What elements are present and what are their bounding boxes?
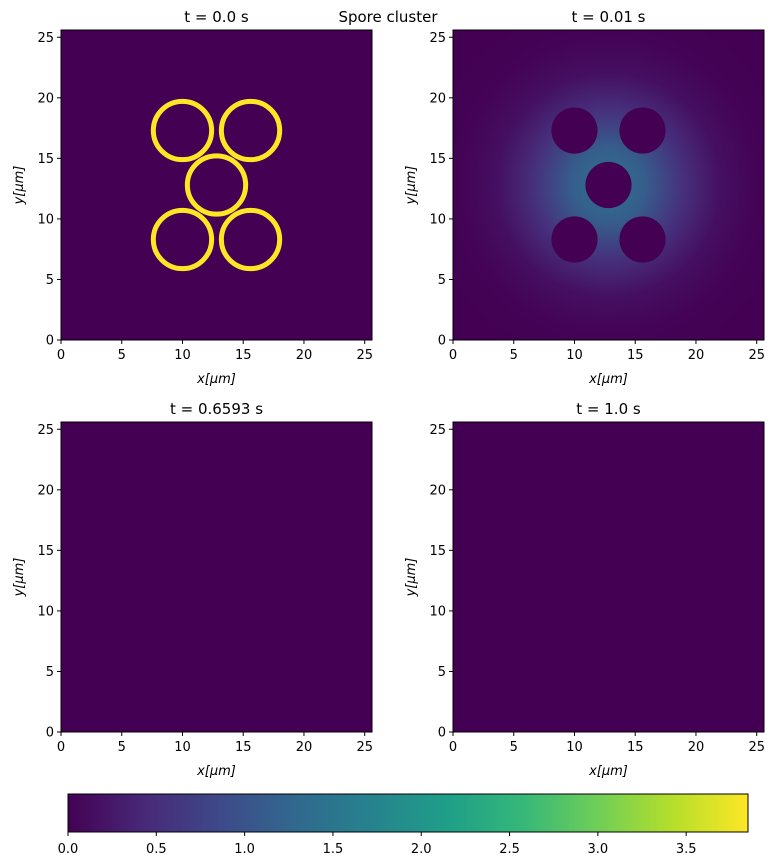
axes-frame bbox=[452, 421, 765, 733]
y-tick-label: 5 bbox=[438, 665, 446, 680]
x-axis-label: x[μm] bbox=[588, 372, 628, 387]
x-tick-label: 25 bbox=[356, 348, 373, 363]
y-axis-label: y[μm] bbox=[404, 558, 419, 598]
y-tick-label: 15 bbox=[429, 544, 446, 559]
spore-disk bbox=[619, 107, 666, 154]
colorbar-frame bbox=[67, 793, 749, 833]
x-tick-label: 25 bbox=[356, 740, 373, 755]
x-tick-label: 20 bbox=[688, 348, 705, 363]
y-tick-label: 15 bbox=[429, 152, 446, 167]
figure-suptitle: Spore cluster bbox=[338, 8, 438, 26]
x-tick-label: 0 bbox=[449, 740, 457, 755]
x-tick-label: 20 bbox=[296, 740, 313, 755]
heatmap-panel: 0 5 10 15 20 25 0 5 10 15 20 25 t = 0.01 s x[μm] y[μm] bbox=[404, 8, 765, 387]
y-tick-label: 15 bbox=[37, 152, 54, 167]
y-tick-label: 0 bbox=[438, 726, 446, 741]
axes-frame bbox=[452, 29, 765, 341]
y-tick-label: 5 bbox=[46, 665, 54, 680]
y-tick-label: 10 bbox=[429, 212, 446, 227]
y-axis-label: y[μm] bbox=[12, 166, 27, 206]
spore-disk bbox=[585, 161, 632, 209]
heatmap-panel: 0 5 10 15 20 25 0 5 10 15 20 25 t = 0.6593 s x[μm] y[μ… bbox=[12, 400, 373, 779]
colorbar-tick-label: 1.0 bbox=[234, 842, 255, 857]
x-tick-label: 0 bbox=[57, 740, 65, 755]
panel-title: t = 0.01 s bbox=[572, 8, 646, 26]
panel-title: t = 0.6593 s bbox=[170, 400, 263, 418]
spore-ring bbox=[150, 207, 215, 272]
y-tick-label: 0 bbox=[438, 334, 446, 349]
x-axis-label: x[μm] bbox=[196, 372, 236, 387]
x-tick-label: 10 bbox=[174, 740, 191, 755]
y-tick-label: 20 bbox=[37, 91, 54, 106]
y-tick-label: 25 bbox=[37, 423, 54, 438]
y-tick-label: 10 bbox=[37, 604, 54, 619]
colorbar-tick-label: 1.5 bbox=[323, 842, 344, 857]
spore-ring bbox=[218, 98, 283, 163]
x-tick-label: 0 bbox=[449, 348, 457, 363]
spore-disk bbox=[551, 216, 598, 263]
colorbar-tick-label: 3.0 bbox=[588, 842, 609, 857]
heatmap-panel: 0 5 10 15 20 25 0 5 10 15 20 25 t = 0.0 s x[μm] y[μm] bbox=[12, 8, 373, 387]
panel-title: t = 0.0 s bbox=[184, 8, 249, 26]
x-tick-label: 15 bbox=[627, 348, 644, 363]
colorbar-tick-label: 3.5 bbox=[676, 842, 697, 857]
x-tick-label: 5 bbox=[510, 348, 518, 363]
x-tick-label: 5 bbox=[510, 740, 518, 755]
y-axis-label: y[μm] bbox=[404, 166, 419, 206]
y-tick-label: 10 bbox=[37, 212, 54, 227]
colorbar-gradient bbox=[68, 794, 748, 832]
y-tick-label: 25 bbox=[429, 423, 446, 438]
axes-frame bbox=[60, 29, 373, 341]
colorbar-tick-label: 0.0 bbox=[58, 842, 79, 857]
y-tick-label: 25 bbox=[429, 31, 446, 46]
spore-disk bbox=[551, 107, 598, 154]
y-tick-label: 0 bbox=[46, 334, 54, 349]
x-tick-label: 0 bbox=[57, 348, 65, 363]
colorbar-tick-label: 0.5 bbox=[146, 842, 167, 857]
x-tick-label: 15 bbox=[235, 348, 252, 363]
x-tick-label: 20 bbox=[688, 740, 705, 755]
spore-ring bbox=[218, 207, 283, 272]
x-tick-label: 20 bbox=[296, 348, 313, 363]
heatmap-background bbox=[61, 30, 372, 340]
y-tick-label: 25 bbox=[37, 31, 54, 46]
panel-title: t = 1.0 s bbox=[576, 400, 641, 418]
x-tick-label: 25 bbox=[748, 740, 765, 755]
spore-ring bbox=[184, 153, 249, 217]
colorbar: 0.0 0.5 1.0 1.5 2.0 2.5 3.0 3.5 bbox=[58, 793, 749, 857]
y-tick-label: 20 bbox=[429, 483, 446, 498]
x-tick-label: 5 bbox=[118, 348, 126, 363]
axes-frame bbox=[60, 421, 373, 733]
spore-ring bbox=[150, 98, 215, 163]
x-tick-label: 15 bbox=[627, 740, 644, 755]
y-tick-label: 10 bbox=[429, 604, 446, 619]
heatmap-panel: 0 5 10 15 20 25 0 5 10 15 20 25 t = 1.0 s x[μm] y[μm] bbox=[404, 400, 765, 779]
colorbar-tick-label: 2.0 bbox=[411, 842, 432, 857]
x-tick-label: 25 bbox=[748, 348, 765, 363]
x-tick-label: 10 bbox=[174, 348, 191, 363]
spore-disk bbox=[619, 216, 666, 263]
heatmap-background bbox=[61, 422, 372, 732]
y-tick-label: 5 bbox=[438, 273, 446, 288]
y-axis-label: y[μm] bbox=[12, 558, 27, 598]
x-tick-label: 10 bbox=[566, 740, 583, 755]
y-tick-label: 20 bbox=[37, 483, 54, 498]
y-tick-label: 15 bbox=[37, 544, 54, 559]
y-tick-label: 20 bbox=[429, 91, 446, 106]
y-tick-label: 0 bbox=[46, 726, 54, 741]
heatmap-background bbox=[453, 422, 764, 732]
x-axis-label: x[μm] bbox=[196, 764, 236, 779]
colorbar-tick-label: 2.5 bbox=[499, 842, 520, 857]
x-axis-label: x[μm] bbox=[588, 764, 628, 779]
x-tick-label: 15 bbox=[235, 740, 252, 755]
y-tick-label: 5 bbox=[46, 273, 54, 288]
x-tick-label: 10 bbox=[566, 348, 583, 363]
x-tick-label: 5 bbox=[118, 740, 126, 755]
